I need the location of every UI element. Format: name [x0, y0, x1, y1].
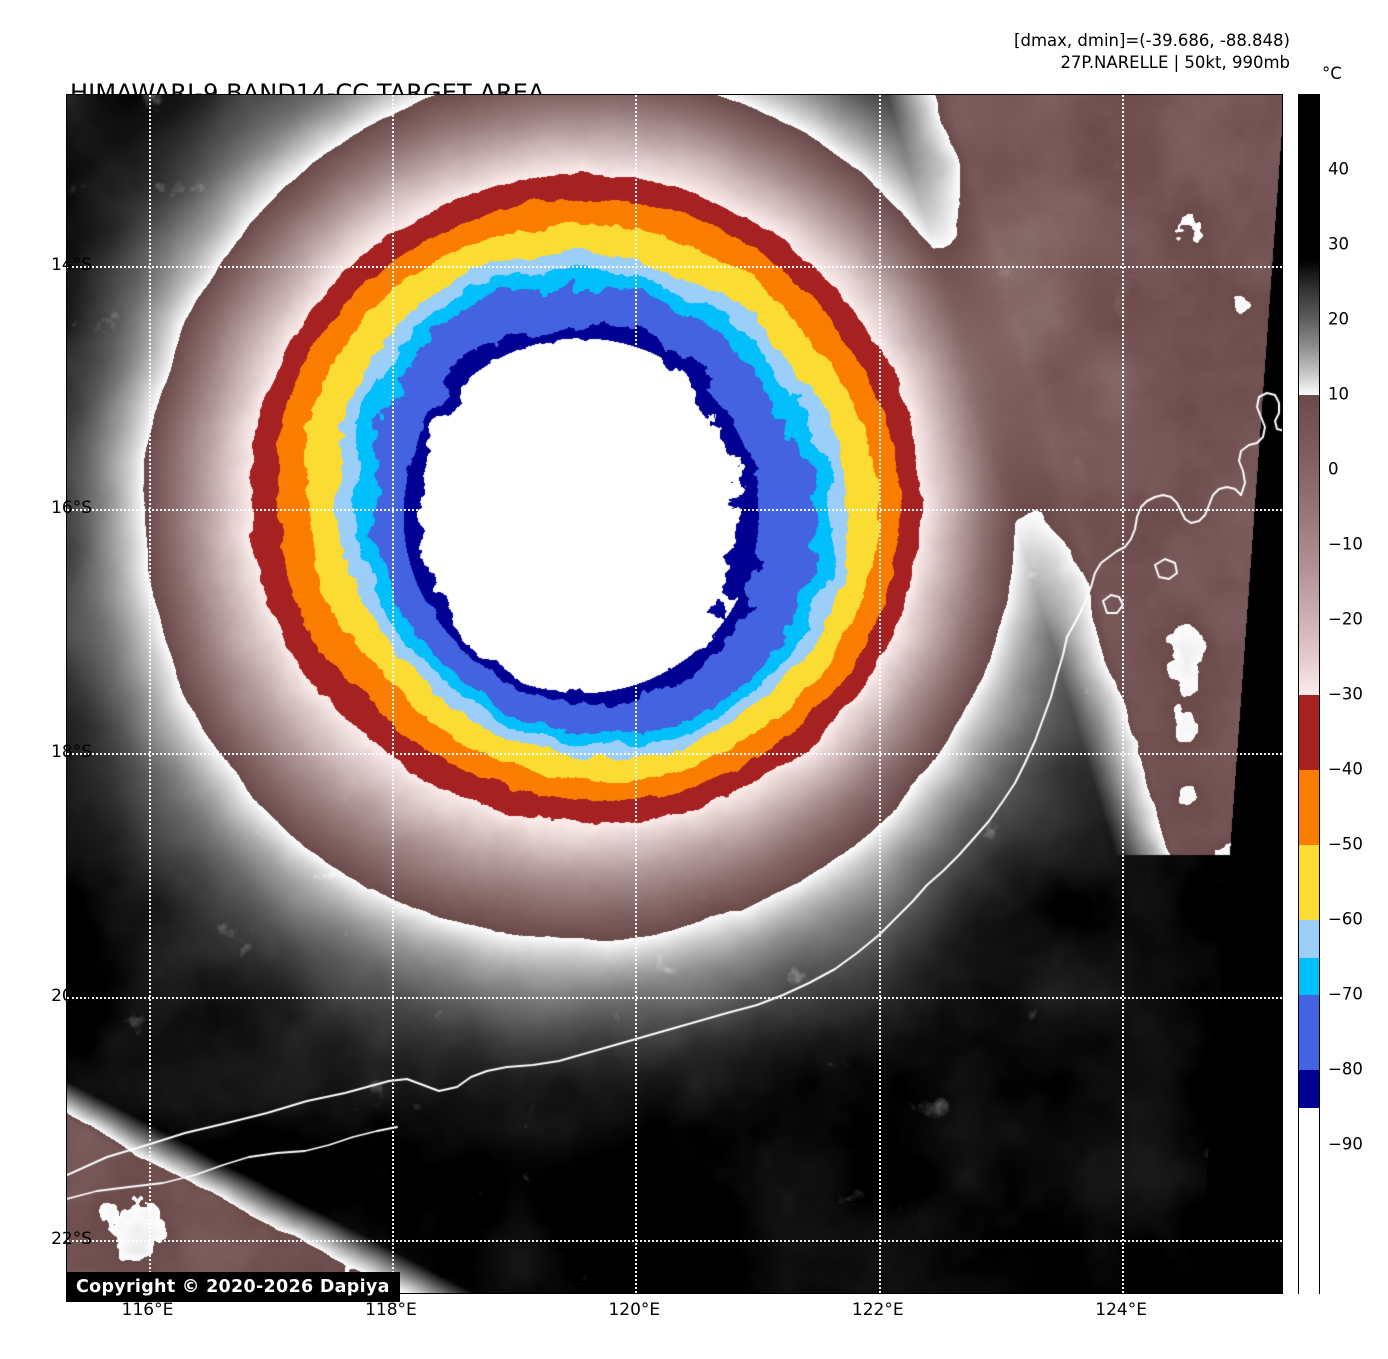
- colorbar-band-darkred: [1299, 695, 1319, 771]
- lat-tick-label-2: 18°S: [51, 741, 92, 762]
- dmax-dmin-label: [dmax, dmin]=(-39.686, -88.848): [1014, 31, 1290, 50]
- lat-tick-label-3: 20°S: [51, 985, 92, 1006]
- colorbar-tick-9: −50: [1328, 834, 1363, 854]
- colorbar-band-lightblue: [1299, 920, 1319, 959]
- lat-tick-label-0: 14°S: [51, 254, 92, 275]
- colorbar-band-orange: [1299, 770, 1319, 846]
- colorbar[interactable]: 40 30 20 10 0 −10 −20 −30 −40 −50 −60 −70 −80 −90: [1298, 94, 1363, 1296]
- lat-tick-label-1: 16°S: [51, 498, 92, 519]
- colorbar-tick-2: 20: [1328, 309, 1349, 329]
- colorbar-band-white: [1299, 1107, 1319, 1296]
- colorbar-band-cyan: [1299, 957, 1319, 996]
- copyright-notice: Copyright © 2020-2026 Dapiya: [66, 1272, 400, 1302]
- satellite-map[interactable]: [66, 94, 1283, 1294]
- colorbar-band-black: [1299, 95, 1319, 261]
- colorbar-tick-5: −10: [1328, 534, 1363, 554]
- lon-tick-label-1: 118°E: [365, 1300, 417, 1320]
- satellite-image-canvas: [67, 95, 1282, 1293]
- lat-tick-label-4: 22°S: [51, 1229, 92, 1250]
- lon-tick-label-4: 124°E: [1095, 1300, 1147, 1320]
- colorbar-band-mauve: [1299, 395, 1319, 696]
- colorbar-tick-12: −80: [1328, 1059, 1363, 1079]
- colorbar-tick-0: 40: [1328, 159, 1349, 179]
- lon-tick-label-2: 120°E: [608, 1300, 661, 1320]
- colorbar-tick-10: −60: [1328, 909, 1363, 929]
- colorbar-tick-8: −40: [1328, 759, 1363, 779]
- metadata-block: [dmax, dmin]=(-39.686, -88.848) 27P.NARE…: [770, 30, 1290, 74]
- colorbar-tick-11: −70: [1328, 984, 1363, 1004]
- colorbar-tick-6: −20: [1328, 609, 1363, 629]
- colorbar-gradient: [1298, 94, 1320, 1296]
- storm-info-label: 27P.NARELLE | 50kt, 990mb: [1060, 53, 1290, 72]
- colorbar-tick-7: −30: [1328, 684, 1363, 704]
- lon-tick-label-3: 122°E: [851, 1300, 904, 1320]
- title-line-1: HIMAWARI-9 BAND14-CC TARGET AREA: [70, 79, 545, 107]
- colorbar-tick-1: 30: [1328, 234, 1349, 254]
- colorbar-band-grayscale: [1299, 260, 1319, 396]
- lon-tick-label-0: 116°E: [121, 1300, 174, 1320]
- colorbar-tick-3: 10: [1328, 384, 1349, 404]
- colorbar-band-yellow: [1299, 845, 1319, 921]
- colorbar-tick-4: 0: [1328, 459, 1339, 479]
- colorbar-unit-label: °C: [1322, 64, 1342, 83]
- colorbar-band-blue: [1299, 995, 1319, 1071]
- colorbar-tick-13: −90: [1328, 1134, 1363, 1154]
- colorbar-band-navy: [1299, 1070, 1319, 1109]
